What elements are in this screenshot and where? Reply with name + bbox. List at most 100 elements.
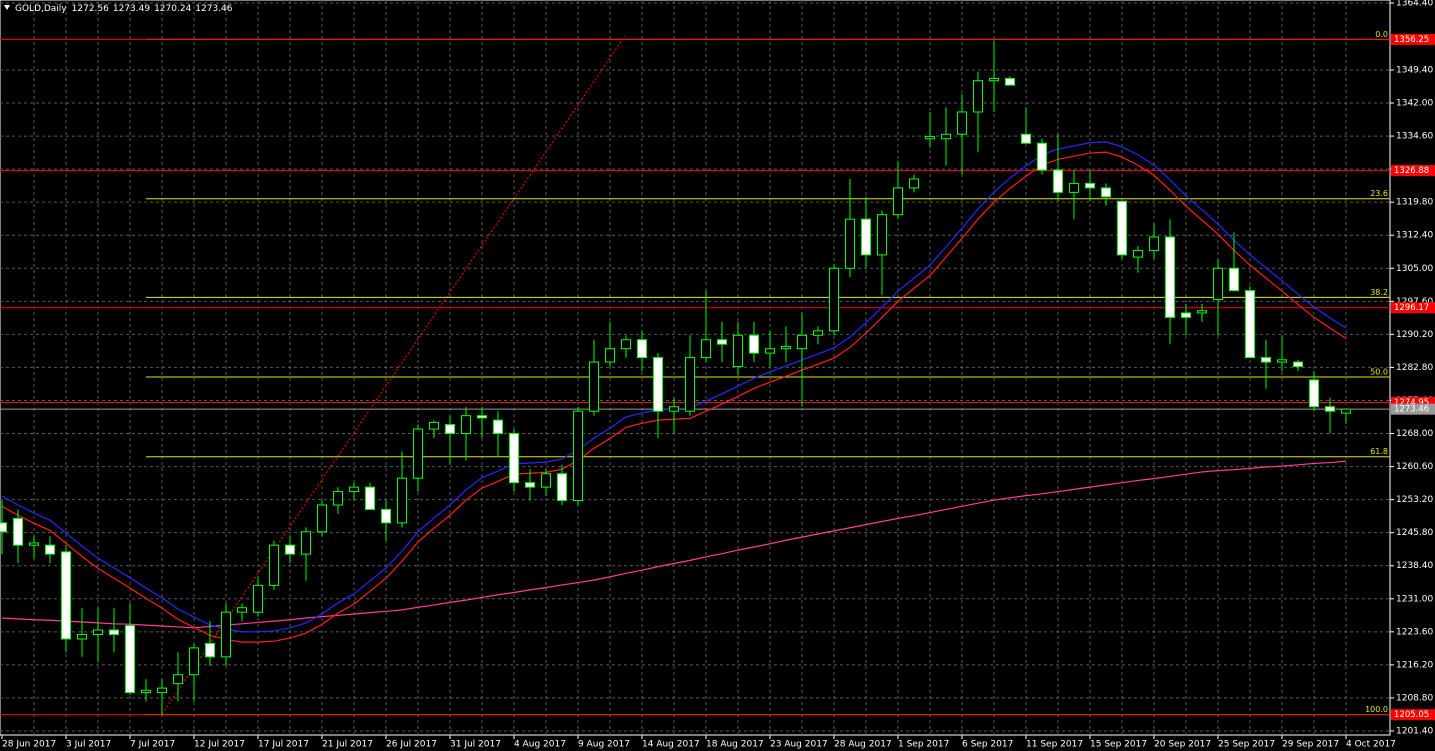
candle-body bbox=[669, 406, 679, 412]
levels: 0.0 23.6 38.2 50.0 61.8 100.0 bbox=[0, 30, 1390, 716]
candle-body bbox=[61, 551, 71, 640]
header-close: 1273.46 bbox=[195, 4, 232, 14]
y-tick-label: 1208.80 bbox=[1396, 693, 1433, 703]
candle-body bbox=[1069, 182, 1079, 193]
candle-body bbox=[1213, 267, 1223, 301]
candle-body bbox=[813, 330, 823, 336]
candle-body bbox=[845, 218, 855, 269]
price-level-tag bbox=[1391, 33, 1435, 45]
candle-body bbox=[1085, 182, 1095, 189]
fib-label: 0.0 bbox=[1375, 30, 1388, 39]
candle-body bbox=[477, 415, 487, 419]
fib-label: 61.8 bbox=[1370, 447, 1388, 456]
fib-label: 23.6 bbox=[1370, 189, 1388, 198]
x-tick-label: 21 Jul 2017 bbox=[322, 740, 373, 750]
price-level-label: 1274.95 bbox=[1394, 398, 1429, 408]
header-high: 1273.49 bbox=[113, 4, 150, 14]
y-tick-label: 1238.40 bbox=[1396, 561, 1433, 571]
candle-body bbox=[221, 611, 231, 658]
candles bbox=[0, 40, 1351, 715]
candle-body bbox=[1245, 290, 1255, 359]
candle-body bbox=[1101, 187, 1111, 198]
fib-trendline bbox=[161, 35, 626, 715]
header-low: 1270.24 bbox=[154, 4, 191, 14]
x-tick-label: 4 Aug 2017 bbox=[514, 740, 566, 750]
candle-body bbox=[877, 214, 887, 256]
y-tick-label: 1282.80 bbox=[1396, 363, 1433, 373]
header-open: 1272.56 bbox=[72, 4, 109, 14]
candle-body bbox=[157, 687, 167, 694]
fib-label: 50.0 bbox=[1370, 368, 1388, 377]
y-tick-label: 1312.40 bbox=[1396, 231, 1433, 241]
y-tick-label: 1349.40 bbox=[1396, 65, 1433, 75]
candle-body bbox=[1149, 236, 1159, 251]
candle-body bbox=[973, 80, 983, 113]
candle-body bbox=[637, 339, 647, 359]
x-tick-label: 12 Jul 2017 bbox=[194, 740, 245, 750]
candle-body bbox=[573, 410, 583, 502]
candle-body bbox=[93, 629, 103, 636]
candle-body bbox=[525, 482, 535, 488]
candle-body bbox=[445, 424, 455, 435]
candle-body bbox=[381, 508, 391, 524]
candle-body bbox=[1261, 357, 1271, 363]
candle-body bbox=[1005, 77, 1015, 86]
candle-body bbox=[701, 339, 711, 359]
x-tick-label: 3 Jul 2017 bbox=[66, 740, 111, 750]
candle-body bbox=[1165, 236, 1175, 318]
candle-body bbox=[541, 473, 551, 488]
y-tick-label: 1216.20 bbox=[1396, 660, 1433, 670]
y-tick-label: 1201.40 bbox=[1396, 726, 1433, 736]
candle-body bbox=[1021, 133, 1031, 144]
candle-body bbox=[941, 133, 951, 140]
candle-body bbox=[1229, 267, 1239, 292]
candle-body bbox=[493, 419, 503, 435]
menu-arrow[interactable] bbox=[4, 5, 10, 10]
y-tick-label: 1290.20 bbox=[1396, 330, 1433, 340]
y-tick-label: 1297.60 bbox=[1396, 297, 1433, 307]
candle-body bbox=[365, 486, 375, 510]
symbol: GOLD,Daily bbox=[15, 4, 67, 14]
y-tick-label: 1364.40 bbox=[1396, 0, 1433, 8]
candle-body bbox=[1325, 406, 1335, 412]
candle-body bbox=[1117, 200, 1127, 256]
price-level-tag bbox=[1391, 302, 1435, 314]
candle-body bbox=[1053, 169, 1063, 193]
y-tick-label: 1319.80 bbox=[1396, 198, 1433, 208]
candle-body bbox=[989, 77, 999, 82]
candle-body bbox=[957, 111, 967, 135]
candle-body bbox=[461, 415, 471, 435]
x-tick-label: 4 Oct 2017 bbox=[1346, 740, 1396, 750]
candle-body bbox=[861, 218, 871, 256]
x-tick-label: 11 Sep 2017 bbox=[1026, 740, 1083, 750]
candle-body bbox=[141, 689, 151, 694]
candle-body bbox=[621, 339, 631, 350]
candle-body bbox=[509, 433, 519, 484]
fib-label: 38.2 bbox=[1370, 288, 1388, 297]
candle-body bbox=[253, 584, 263, 613]
candle-body bbox=[733, 334, 743, 368]
price-level-label: 1296.17 bbox=[1394, 303, 1429, 313]
candle-body bbox=[333, 491, 343, 506]
x-tick-label: 29 Sep 2017 bbox=[1282, 740, 1339, 750]
candle-body bbox=[589, 361, 599, 412]
y-tick-label: 1260.60 bbox=[1396, 462, 1433, 472]
y-tick-label: 1231.00 bbox=[1396, 594, 1433, 604]
candle-body bbox=[285, 544, 295, 555]
price-level-label: 1326.88 bbox=[1394, 166, 1429, 176]
x-tick-label: 7 Jul 2017 bbox=[130, 740, 175, 750]
y-tick-label: 1334.60 bbox=[1396, 132, 1433, 142]
candle-body bbox=[397, 477, 407, 524]
y-tick-label: 1253.20 bbox=[1396, 495, 1433, 505]
price-level-tag bbox=[1391, 165, 1435, 177]
candle-body bbox=[237, 607, 247, 613]
current-price-label: 1273.46 bbox=[1394, 405, 1429, 415]
candle-body bbox=[301, 531, 311, 555]
x-tick-label: 28 Jun 2017 bbox=[2, 740, 56, 750]
candle-body bbox=[1133, 249, 1143, 258]
y-tick-label: 1245.80 bbox=[1396, 528, 1433, 538]
x-tick-label: 18 Aug 2017 bbox=[706, 740, 764, 750]
x-tick-label: 9 Aug 2017 bbox=[578, 740, 630, 750]
